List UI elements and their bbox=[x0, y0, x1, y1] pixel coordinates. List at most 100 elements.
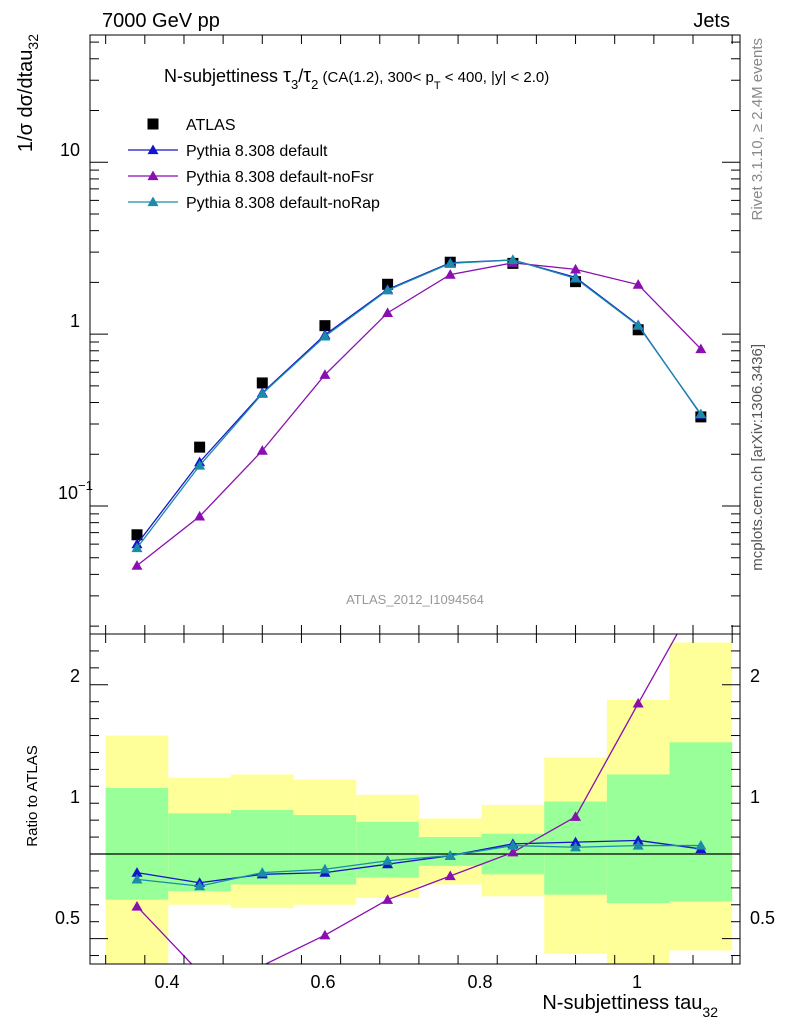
ytick-label-0.1: 10−1 bbox=[58, 478, 93, 503]
title-tau3: τ bbox=[283, 65, 291, 87]
ylabel-sub: 32 bbox=[25, 34, 41, 50]
xtick-label-0.6: 0.6 bbox=[310, 972, 335, 992]
ratio-series-2 bbox=[131, 840, 707, 891]
data-point bbox=[695, 408, 707, 419]
analysis-label: ATLAS_2012_I1094564 bbox=[346, 592, 484, 607]
data-point bbox=[570, 272, 582, 283]
legend: ATLAS Pythia 8.308 default Pythia 8.308 de… bbox=[128, 117, 380, 212]
data-point bbox=[382, 284, 394, 295]
main-ylabel: 1/σ dσ/dtau32 bbox=[15, 34, 41, 152]
ratio-point bbox=[632, 834, 644, 845]
data-point bbox=[632, 320, 644, 330]
ratio-point bbox=[131, 867, 143, 877]
ratio-point bbox=[382, 855, 394, 865]
ytick-0.1-exp: −1 bbox=[78, 478, 93, 493]
legend-marker bbox=[147, 118, 159, 130]
title-tau3-sub: 3 bbox=[291, 77, 298, 92]
ratio-point bbox=[256, 867, 268, 877]
data-point bbox=[256, 377, 268, 389]
ratio-series-line bbox=[136, 839, 701, 884]
legend-label: Pythia 8.308 default bbox=[186, 143, 328, 160]
series-line bbox=[136, 259, 702, 545]
ytick-0.1-base: 10 bbox=[58, 483, 78, 503]
title-tau2: τ bbox=[303, 65, 311, 87]
data-point bbox=[632, 279, 644, 289]
ratio-frame bbox=[89, 633, 741, 965]
ratio-uncertainty-bands bbox=[90, 642, 740, 964]
band-green bbox=[669, 742, 733, 902]
title-tail: < 400, |y| < 2.0) bbox=[441, 69, 550, 86]
band-green bbox=[356, 821, 419, 878]
ratio-ytick-label-left-1: 1 bbox=[70, 787, 80, 807]
data-point bbox=[131, 560, 143, 570]
ratio-point bbox=[632, 697, 644, 708]
ratio-ytick-label-left-0.5: 0.5 bbox=[55, 908, 80, 928]
ratio-ytick-label-left-2: 2 bbox=[70, 666, 80, 686]
ratio-series-1 bbox=[131, 634, 678, 964]
xlabel-sub: 32 bbox=[702, 1004, 718, 1020]
data-point bbox=[194, 510, 206, 521]
ratio-axes bbox=[90, 633, 740, 964]
ratio-point bbox=[319, 863, 331, 874]
main-title: N-subjettiness τ3/τ2 (CA(1.2), 300< pT <… bbox=[164, 65, 549, 92]
legend-item: Pythia 8.308 default bbox=[128, 143, 328, 160]
data-point bbox=[507, 254, 519, 265]
data-point bbox=[695, 343, 707, 354]
data-point bbox=[194, 441, 206, 453]
ratio-plot: Ratio to ATLAS 2 1 0.5 2 1 0.5 0.4 0.6 0… bbox=[24, 633, 775, 1020]
xtick-label-1: 1 bbox=[632, 972, 642, 992]
data-point bbox=[256, 388, 268, 398]
xtick-label-0.8: 0.8 bbox=[467, 972, 492, 992]
title-slash: / bbox=[298, 66, 303, 86]
legend-label: Pythia 8.308 default-noFsr bbox=[186, 169, 374, 186]
xlabel: N-subjettiness tau32 bbox=[542, 992, 718, 1020]
ratio-point bbox=[319, 929, 331, 940]
ytick-label-10: 10 bbox=[60, 140, 80, 160]
title-rest: (CA(1.2), 300< p bbox=[318, 69, 433, 86]
ratio-ytick-label-right-0.5: 0.5 bbox=[750, 908, 775, 928]
legend-item: Pythia 8.308 default-noFsr bbox=[128, 169, 374, 186]
data-point bbox=[444, 257, 456, 268]
header-left: 7000 GeV pp bbox=[102, 10, 220, 32]
series-2 bbox=[131, 257, 707, 570]
ratio-series-line bbox=[136, 844, 701, 887]
ratio-ytick-label-right-1: 1 bbox=[750, 787, 760, 807]
legend-item: Pythia 8.308 default-noRap bbox=[128, 195, 380, 212]
legend-label: ATLAS bbox=[186, 117, 236, 134]
data-point bbox=[256, 445, 268, 455]
data-point bbox=[382, 307, 394, 317]
header-right: Jets bbox=[693, 10, 730, 32]
data-point bbox=[194, 460, 206, 470]
data-point bbox=[444, 269, 456, 279]
ratio-ylabel: Ratio to ATLAS bbox=[24, 745, 41, 846]
ylabel-main: 1/σ dσ/dtau bbox=[15, 50, 37, 153]
series-line bbox=[136, 259, 702, 549]
series-3 bbox=[131, 254, 707, 553]
ratio-series-group bbox=[131, 634, 707, 964]
legend-item: ATLAS bbox=[147, 117, 236, 134]
ratio-series-line bbox=[136, 634, 678, 964]
ytick-label-1: 1 bbox=[70, 311, 80, 331]
title-pt-sub: T bbox=[434, 80, 441, 92]
title-tau2-sub: 2 bbox=[311, 77, 318, 92]
ratio-point bbox=[570, 836, 582, 847]
series-1 bbox=[131, 254, 707, 549]
ratio-point bbox=[570, 841, 582, 852]
data-point bbox=[319, 330, 331, 341]
data-point bbox=[131, 542, 143, 553]
legend-marker bbox=[147, 196, 159, 207]
data-point bbox=[319, 320, 331, 332]
legend-marker bbox=[147, 144, 159, 155]
ratio-point bbox=[632, 840, 644, 850]
ratio-point bbox=[507, 846, 519, 857]
ratio-point bbox=[382, 894, 394, 904]
side-label-mcplots: mcplots.cern.ch [arXiv:1306.3436] bbox=[749, 344, 766, 571]
legend-marker bbox=[147, 170, 159, 181]
xlabel-main: N-subjettiness tau bbox=[542, 992, 702, 1014]
ratio-point bbox=[695, 840, 707, 850]
series-line bbox=[136, 262, 702, 567]
ratio-data-marks bbox=[131, 634, 707, 964]
ratio-point bbox=[570, 811, 582, 821]
ratio-point bbox=[131, 873, 143, 884]
